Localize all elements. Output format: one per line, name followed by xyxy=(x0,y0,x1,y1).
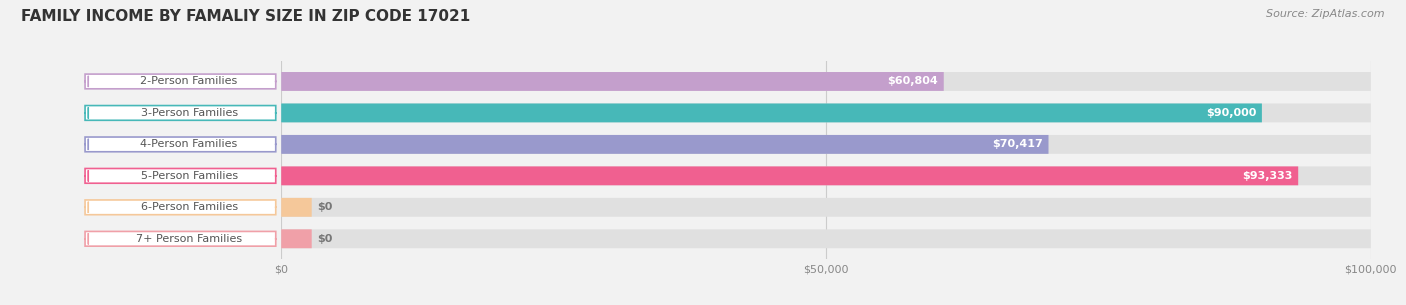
FancyBboxPatch shape xyxy=(84,106,276,120)
FancyBboxPatch shape xyxy=(281,198,1371,217)
FancyBboxPatch shape xyxy=(281,72,1371,91)
Text: FAMILY INCOME BY FAMALIY SIZE IN ZIP CODE 17021: FAMILY INCOME BY FAMALIY SIZE IN ZIP COD… xyxy=(21,9,471,24)
FancyBboxPatch shape xyxy=(281,103,1371,122)
Text: $0: $0 xyxy=(318,234,333,244)
Text: $70,417: $70,417 xyxy=(993,139,1043,149)
Text: Source: ZipAtlas.com: Source: ZipAtlas.com xyxy=(1267,9,1385,19)
Text: 4-Person Families: 4-Person Families xyxy=(141,139,238,149)
FancyBboxPatch shape xyxy=(281,229,312,248)
FancyBboxPatch shape xyxy=(84,200,276,215)
FancyBboxPatch shape xyxy=(84,74,276,89)
FancyBboxPatch shape xyxy=(281,229,1371,248)
Text: $93,333: $93,333 xyxy=(1243,171,1292,181)
Text: 6-Person Families: 6-Person Families xyxy=(141,202,238,212)
FancyBboxPatch shape xyxy=(281,167,1371,185)
Text: $0: $0 xyxy=(318,202,333,212)
FancyBboxPatch shape xyxy=(281,135,1049,154)
FancyBboxPatch shape xyxy=(84,168,276,183)
FancyBboxPatch shape xyxy=(281,167,1298,185)
FancyBboxPatch shape xyxy=(281,72,943,91)
FancyBboxPatch shape xyxy=(84,137,276,152)
Text: 2-Person Families: 2-Person Families xyxy=(141,77,238,86)
FancyBboxPatch shape xyxy=(281,198,312,217)
Text: 5-Person Families: 5-Person Families xyxy=(141,171,238,181)
Text: 3-Person Families: 3-Person Families xyxy=(141,108,238,118)
Text: 7+ Person Families: 7+ Person Families xyxy=(136,234,242,244)
FancyBboxPatch shape xyxy=(84,231,276,246)
FancyBboxPatch shape xyxy=(281,135,1371,154)
Text: $90,000: $90,000 xyxy=(1206,108,1257,118)
FancyBboxPatch shape xyxy=(281,103,1263,122)
Text: $60,804: $60,804 xyxy=(887,77,938,86)
